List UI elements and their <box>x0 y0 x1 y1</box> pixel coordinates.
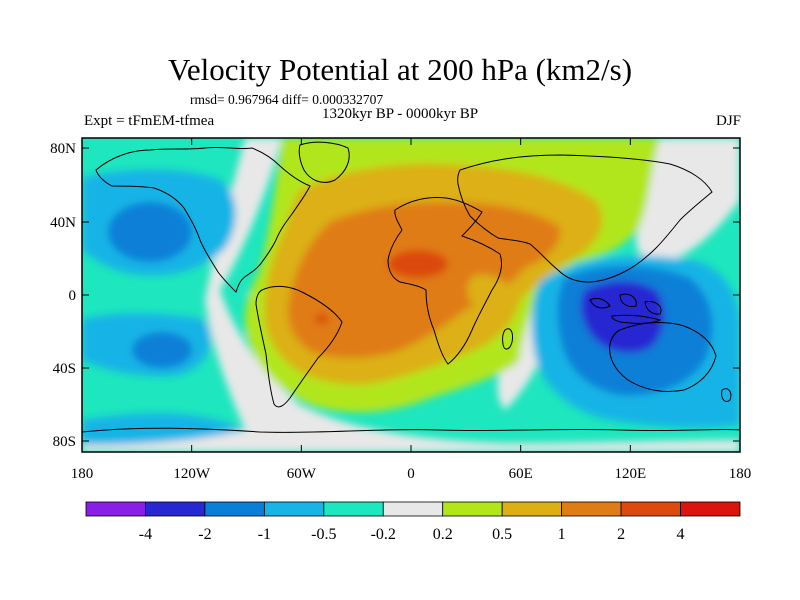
lat-tick-label: 0 <box>69 288 77 304</box>
axis-ticks <box>81 138 741 452</box>
colorbar-swatch <box>561 501 622 517</box>
rmsd-diff-stats: rmsd= 0.967964 diff= 0.000332707 <box>190 92 384 107</box>
colorbar-swatch <box>501 501 563 517</box>
colorbar-label: -0.5 <box>311 526 336 543</box>
colorbar-label: -2 <box>198 526 211 543</box>
lon-tick-label: 180 <box>729 466 752 482</box>
colorbar-swatch <box>680 501 741 517</box>
axis-tick-labels: 180 120W 60W 0 60E 120E 180 80N 40N 0 40S 80S <box>50 141 751 482</box>
colorbar-label: -4 <box>139 526 152 543</box>
experiment-label: Expt = tFmEM-tfmea <box>84 113 215 129</box>
lon-tick-label: 120E <box>614 466 646 482</box>
lat-tick-label: 40S <box>53 361 76 377</box>
lon-tick-label: 120W <box>173 466 211 482</box>
lon-tick-label: 0 <box>407 466 415 482</box>
lat-tick-label: 40N <box>50 215 76 231</box>
colorbar-swatch <box>323 501 384 517</box>
colorbar-swatch <box>145 501 206 517</box>
colorbar-swatch <box>620 501 681 517</box>
period-label: 1320kyr BP - 0000kyr BP <box>322 106 479 122</box>
colorbar-swatch <box>85 501 146 517</box>
colorbar-label: 2 <box>617 526 625 543</box>
lon-tick-label: 180 <box>71 466 94 482</box>
lon-tick-label: 60W <box>287 466 317 482</box>
lat-tick-label: 80N <box>50 141 76 157</box>
plot-title: Velocity Potential at 200 hPa (km2/s) <box>167 52 633 87</box>
shaded-field <box>82 138 740 452</box>
colorbar-label: 0.5 <box>492 526 512 543</box>
colorbar-swatch <box>204 501 265 517</box>
colorbar-label: -1 <box>258 526 271 543</box>
colorbar-swatch <box>382 501 444 517</box>
lon-tick-label: 60E <box>509 466 533 482</box>
colorbar-label: -0.2 <box>371 526 396 543</box>
season-label: DJF <box>715 113 741 129</box>
colorbar-swatch <box>263 501 325 517</box>
colorbar: -4 -2 -1 -0.5 -0.2 0.2 0.5 1 2 4 <box>85 501 741 543</box>
colorbar-label: 1 <box>558 526 566 543</box>
colorbar-swatch <box>442 501 503 517</box>
colorbar-label: 0.2 <box>433 526 453 543</box>
colorbar-label: 4 <box>677 526 685 543</box>
lat-tick-label: 80S <box>53 434 76 450</box>
coastlines <box>82 141 740 433</box>
